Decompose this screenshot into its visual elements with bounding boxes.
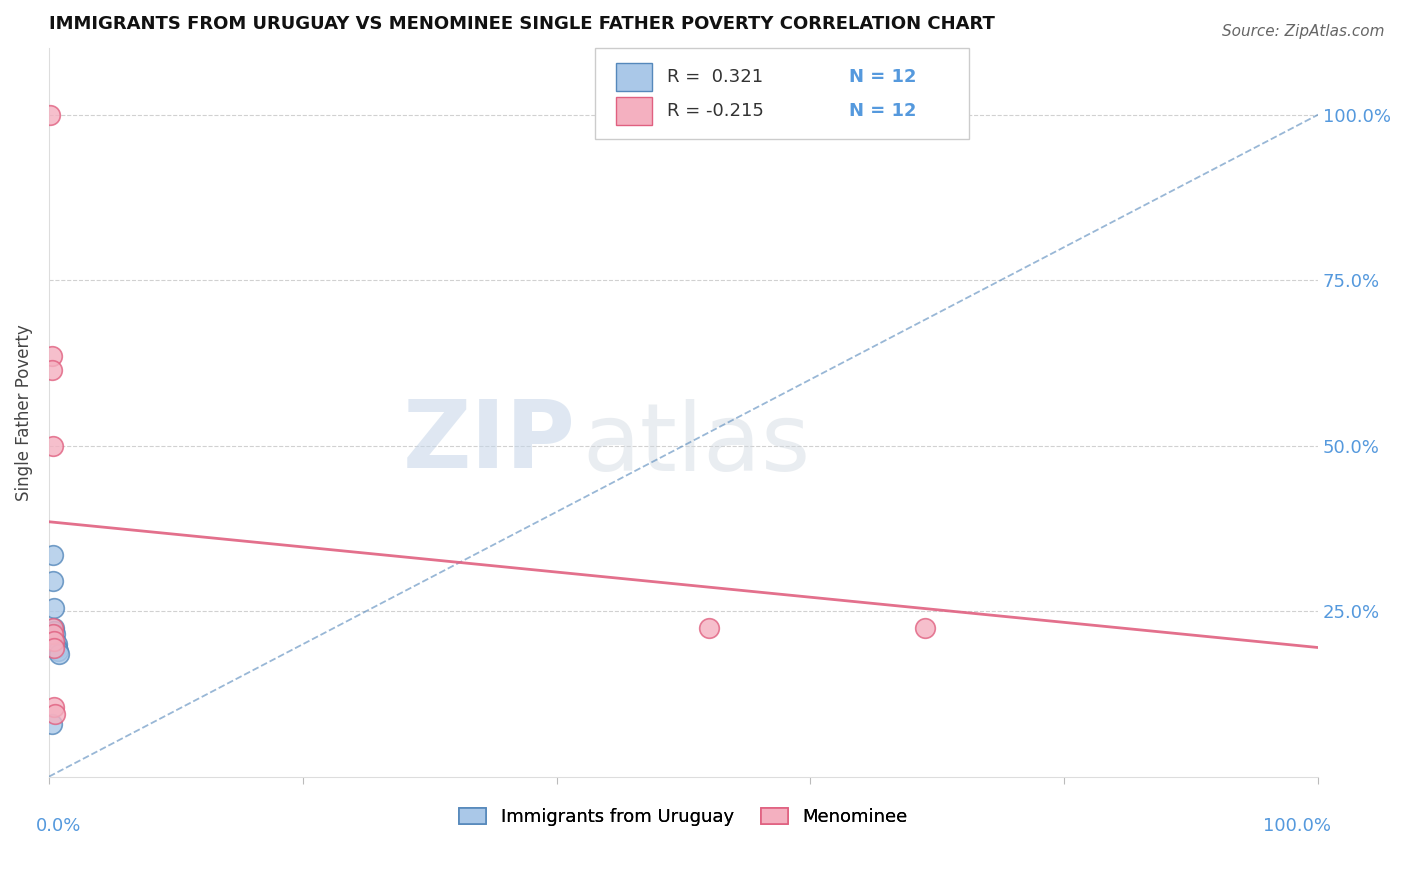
Point (42, 640, 65, 655)
Text: ZIP: ZIP (402, 396, 575, 488)
Point (41, 716, 63, 731)
Point (42, 621, 65, 635)
Point (42, 621, 65, 635)
Text: 100.0%: 100.0% (1263, 817, 1331, 835)
Point (39, 108, 62, 122)
Point (45, 640, 67, 655)
Point (44, 706, 66, 721)
FancyBboxPatch shape (616, 63, 652, 91)
FancyBboxPatch shape (595, 48, 969, 139)
Point (42, 634, 65, 648)
FancyBboxPatch shape (616, 97, 652, 125)
Text: 0.0%: 0.0% (37, 817, 82, 835)
Point (42, 439, 65, 453)
Point (42, 548, 65, 562)
Y-axis label: Single Father Poverty: Single Father Poverty (15, 324, 32, 501)
Point (42, 624, 65, 638)
Point (42, 574, 65, 589)
Text: Source: ZipAtlas.com: Source: ZipAtlas.com (1222, 24, 1385, 39)
Point (697, 621, 720, 635)
Text: N = 12: N = 12 (849, 68, 917, 86)
Point (41, 349, 63, 363)
Point (42, 600, 65, 615)
Point (42, 627, 65, 641)
Text: N = 12: N = 12 (849, 102, 917, 120)
Point (42, 700, 65, 714)
Text: IMMIGRANTS FROM URUGUAY VS MENOMINEE SINGLE FATHER POVERTY CORRELATION CHART: IMMIGRANTS FROM URUGUAY VS MENOMINEE SIN… (49, 15, 995, 33)
Point (41, 362, 63, 376)
Point (48, 647, 70, 661)
Point (44, 627, 66, 641)
Point (46, 644, 69, 658)
Text: atlas: atlas (582, 400, 810, 491)
Point (44, 634, 66, 648)
Point (914, 621, 936, 635)
Point (45, 637, 67, 651)
Legend: Immigrants from Uruguay, Menominee: Immigrants from Uruguay, Menominee (453, 800, 915, 833)
Text: R =  0.321: R = 0.321 (666, 68, 763, 86)
Text: R = -0.215: R = -0.215 (666, 102, 763, 120)
